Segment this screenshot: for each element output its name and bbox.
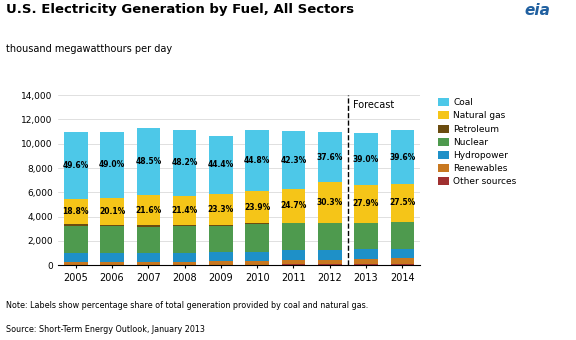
Bar xyxy=(137,128,160,195)
Bar xyxy=(318,250,342,260)
Text: 49.0%: 49.0% xyxy=(99,160,125,169)
Bar xyxy=(318,260,342,265)
Bar xyxy=(100,262,124,265)
Text: 18.8%: 18.8% xyxy=(62,207,89,216)
Bar xyxy=(391,130,414,184)
Bar xyxy=(391,184,414,222)
Bar xyxy=(245,252,269,261)
Text: 20.1%: 20.1% xyxy=(99,207,125,216)
Bar xyxy=(354,222,378,223)
Text: 23.3%: 23.3% xyxy=(208,205,234,214)
Bar xyxy=(282,223,305,250)
Text: 27.5%: 27.5% xyxy=(389,198,415,207)
Text: 42.3%: 42.3% xyxy=(281,156,306,165)
Bar xyxy=(137,227,160,253)
Bar xyxy=(209,194,233,225)
Bar xyxy=(64,262,88,265)
Bar xyxy=(391,222,414,249)
Text: Forecast: Forecast xyxy=(353,100,394,110)
Bar xyxy=(245,224,269,252)
Bar xyxy=(391,258,414,265)
Bar xyxy=(100,132,124,198)
Text: eia: eia xyxy=(524,3,550,18)
Bar xyxy=(209,261,233,265)
Bar xyxy=(282,250,305,260)
Bar xyxy=(100,225,124,226)
Bar xyxy=(209,252,233,261)
Bar xyxy=(354,133,378,185)
Bar xyxy=(282,260,305,265)
Bar xyxy=(209,226,233,252)
Text: 21.6%: 21.6% xyxy=(135,206,161,215)
Bar xyxy=(318,182,342,223)
Bar xyxy=(173,196,196,225)
Text: 44.4%: 44.4% xyxy=(208,160,234,169)
Bar xyxy=(64,226,88,253)
Text: 48.5%: 48.5% xyxy=(135,157,161,166)
Bar xyxy=(209,136,233,194)
Bar xyxy=(173,130,196,196)
Bar xyxy=(137,253,160,262)
Bar xyxy=(173,226,196,253)
Text: 39.0%: 39.0% xyxy=(353,155,379,164)
Bar xyxy=(173,253,196,261)
Text: 27.9%: 27.9% xyxy=(353,199,379,208)
Text: 23.9%: 23.9% xyxy=(244,203,270,211)
Bar xyxy=(137,262,160,265)
Text: 39.6%: 39.6% xyxy=(389,153,415,162)
Text: 48.2%: 48.2% xyxy=(172,158,198,168)
Text: 44.8%: 44.8% xyxy=(244,156,270,165)
Bar xyxy=(173,225,196,226)
Bar xyxy=(64,253,88,262)
Bar xyxy=(282,131,305,189)
Bar xyxy=(245,261,269,265)
Bar xyxy=(64,199,88,224)
Text: U.S. Electricity Generation by Fuel, All Sectors: U.S. Electricity Generation by Fuel, All… xyxy=(6,3,354,16)
Bar xyxy=(354,185,378,222)
Bar xyxy=(245,191,269,223)
Text: 49.6%: 49.6% xyxy=(63,161,89,170)
Text: 30.3%: 30.3% xyxy=(317,198,343,207)
Bar xyxy=(137,195,160,225)
Bar xyxy=(282,189,305,223)
Bar xyxy=(64,132,88,199)
Bar xyxy=(137,225,160,227)
Text: 21.4%: 21.4% xyxy=(172,206,198,215)
Bar xyxy=(245,223,269,224)
Text: 37.6%: 37.6% xyxy=(317,153,343,162)
Bar xyxy=(64,224,88,226)
Bar xyxy=(245,130,269,191)
Bar xyxy=(209,225,233,226)
Bar xyxy=(173,261,196,265)
Bar xyxy=(100,198,124,225)
Bar xyxy=(100,253,124,262)
Bar xyxy=(354,249,378,259)
Text: thousand megawatthours per day: thousand megawatthours per day xyxy=(6,44,172,54)
Text: 24.7%: 24.7% xyxy=(281,201,306,210)
Bar xyxy=(100,226,124,253)
Text: Source: Short-Term Energy Outlook, January 2013: Source: Short-Term Energy Outlook, Janua… xyxy=(6,325,204,334)
Bar xyxy=(391,249,414,258)
Bar xyxy=(354,223,378,249)
Legend: Coal, Natural gas, Petroleum, Nuclear, Hydropower, Renewables, Other sources: Coal, Natural gas, Petroleum, Nuclear, H… xyxy=(436,96,518,188)
Text: Note: Labels show percentage share of total generation provided by coal and natu: Note: Labels show percentage share of to… xyxy=(6,301,368,310)
Bar xyxy=(318,132,342,182)
Bar xyxy=(354,259,378,265)
Bar xyxy=(318,223,342,250)
